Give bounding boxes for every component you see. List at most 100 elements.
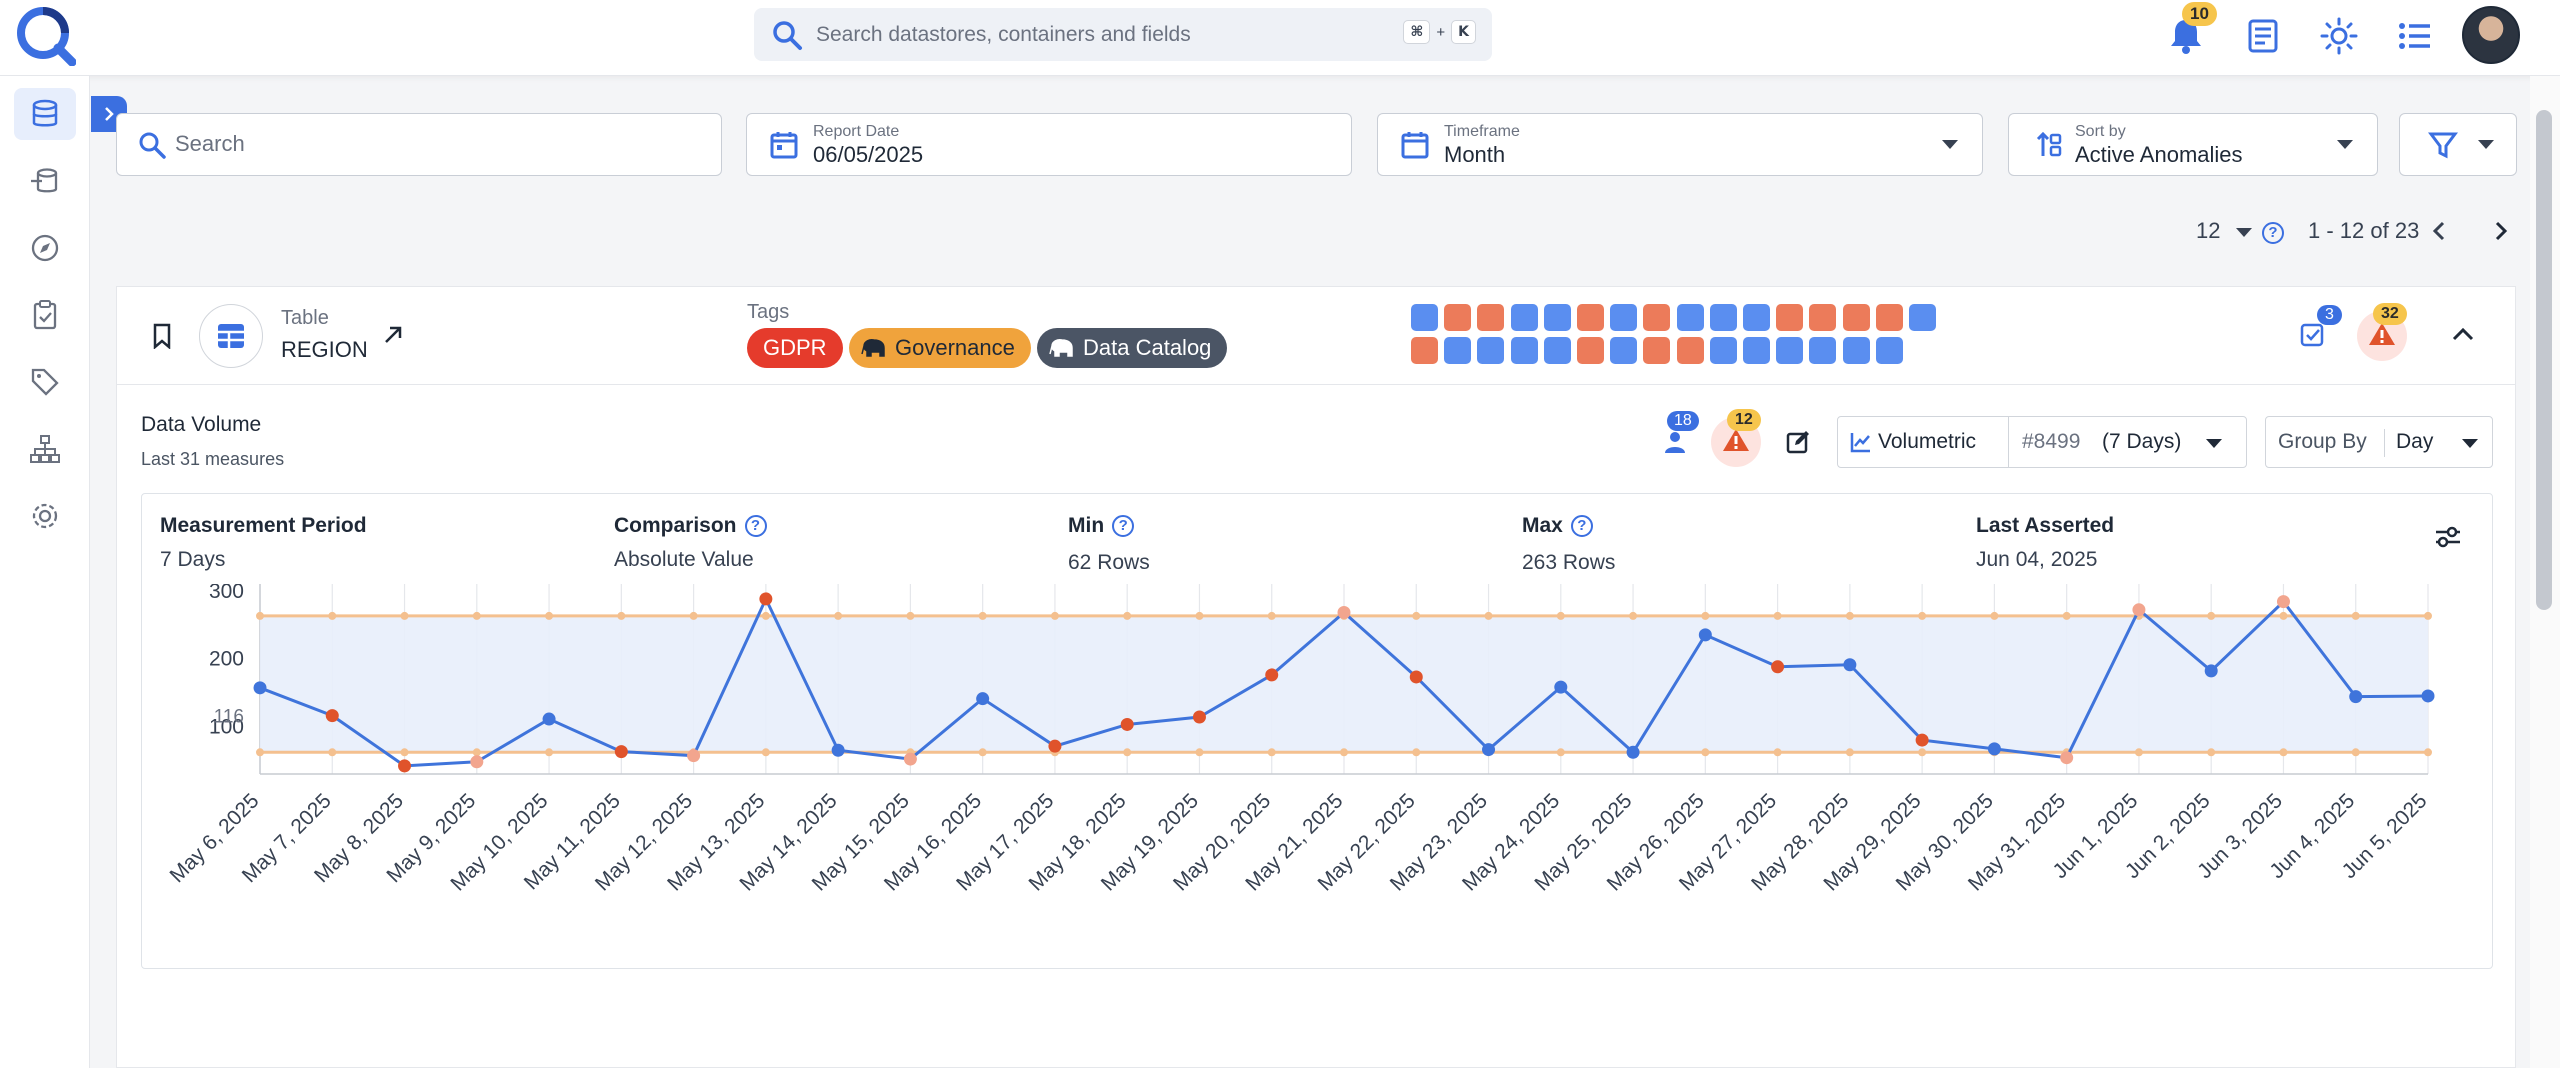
anomaly-point	[1915, 733, 1929, 747]
status-square[interactable]	[1510, 304, 1538, 331]
report-date-field[interactable]: Report Date 06/05/2025	[746, 113, 1352, 176]
min-value: 62 Rows	[1068, 551, 1150, 574]
prev-page-icon[interactable]	[2428, 218, 2452, 244]
status-square[interactable]	[1776, 337, 1804, 364]
bookmark-icon[interactable]	[151, 323, 173, 349]
data-point	[2204, 664, 2218, 678]
status-square[interactable]	[1510, 337, 1538, 364]
bell-icon[interactable]	[2166, 16, 2206, 56]
data-point	[687, 749, 701, 763]
anomaly-point	[1048, 739, 1062, 753]
global-search[interactable]: Search datastores, containers and fields…	[754, 8, 1492, 61]
chart-panel: Measurement Period 7 Days Comparison? Ab…	[141, 493, 2493, 969]
data-point	[2421, 689, 2435, 703]
status-square[interactable]	[1643, 337, 1671, 364]
tag-icon	[31, 368, 59, 396]
upper-threshold-point	[1123, 611, 1132, 620]
sliders-icon[interactable]	[2434, 524, 2462, 550]
status-square[interactable]	[1709, 304, 1737, 331]
open-external-icon[interactable]	[381, 323, 405, 347]
help-icon[interactable]: ?	[1570, 515, 1593, 538]
status-square[interactable]	[1477, 304, 1505, 331]
status-square[interactable]	[1676, 337, 1704, 364]
chevron-up-icon[interactable]	[2449, 323, 2477, 347]
page-size-value[interactable]: 12	[2196, 218, 2221, 243]
group-by-select[interactable]: Group By Day	[2265, 416, 2493, 468]
help-icon[interactable]: ?	[1112, 515, 1135, 538]
help-icon[interactable]: ?	[744, 515, 767, 538]
next-page-icon[interactable]	[2488, 218, 2512, 244]
keyboard-shortcut: ⌘ + K	[1403, 20, 1476, 44]
document-icon[interactable]	[2243, 16, 2283, 56]
status-square[interactable]	[1610, 337, 1638, 364]
divider	[2384, 429, 2385, 457]
timeframe-label: Timeframe	[1444, 123, 1520, 140]
status-square[interactable]	[1444, 304, 1472, 331]
status-square[interactable]	[1577, 304, 1604, 331]
status-square[interactable]	[1743, 337, 1770, 364]
check-id: #8499	[2022, 430, 2081, 453]
status-square[interactable]	[1411, 304, 1438, 331]
sidebar-item-explore[interactable]	[14, 222, 76, 274]
kbd-cmd: ⌘	[1403, 20, 1431, 44]
upper-threshold-point	[472, 611, 481, 620]
status-square[interactable]	[1610, 304, 1638, 331]
database-icon	[32, 99, 58, 127]
help-icon[interactable]: ?	[2262, 222, 2284, 244]
timeframe-select[interactable]: Timeframe Month	[1377, 113, 1983, 176]
scrollbar-thumb[interactable]	[2536, 110, 2552, 610]
edit-icon[interactable]	[1785, 429, 1811, 455]
user-icon[interactable]	[1661, 427, 1689, 455]
data-point	[1554, 680, 1568, 694]
upper-threshold-point	[689, 611, 698, 620]
data-point	[831, 743, 845, 757]
status-square[interactable]	[1909, 304, 1936, 331]
status-square[interactable]	[1411, 337, 1438, 364]
status-square[interactable]	[1842, 337, 1870, 364]
sidebar-item-datastores[interactable]	[14, 88, 76, 140]
avatar[interactable]	[2462, 6, 2520, 64]
status-square[interactable]	[1543, 304, 1571, 331]
calendar-blank-icon	[1401, 132, 1429, 159]
lower-threshold-point	[1918, 748, 1927, 757]
logo-icon[interactable]	[14, 4, 76, 66]
status-square[interactable]	[1577, 337, 1604, 364]
status-square[interactable]	[1875, 304, 1903, 331]
sidebar-item-settings[interactable]	[14, 490, 76, 542]
period-title: Measurement Period	[160, 514, 367, 537]
check-selector[interactable]: Volumetric #8499 (7 Days)	[1837, 416, 2247, 468]
sidebar-item-lineage[interactable]	[14, 423, 76, 475]
list-icon[interactable]	[2395, 16, 2435, 56]
sidebar-item-checks[interactable]	[14, 289, 76, 341]
checklist-icon[interactable]	[2299, 321, 2327, 349]
status-square[interactable]	[1444, 337, 1472, 364]
status-square[interactable]	[1875, 337, 1903, 364]
status-square[interactable]	[1743, 304, 1770, 331]
anomaly-point	[1265, 668, 1279, 682]
page-size-chevron-icon[interactable]	[2236, 228, 2252, 237]
sort-select[interactable]: Sort by Active Anomalies	[2008, 113, 2378, 176]
table-type-badge	[199, 304, 263, 368]
search-filter[interactable]: Search	[116, 113, 722, 176]
sidebar-item-flows[interactable]	[14, 155, 76, 207]
notification-badge: 10	[2182, 2, 2217, 26]
filter-button[interactable]	[2399, 113, 2517, 176]
status-square[interactable]	[1776, 304, 1804, 331]
status-square[interactable]	[1709, 337, 1737, 364]
status-square[interactable]	[1809, 304, 1837, 331]
lower-threshold-point	[1340, 748, 1348, 757]
status-square[interactable]	[1477, 337, 1505, 364]
status-square[interactable]	[1643, 304, 1671, 331]
lower-threshold-point	[1845, 748, 1854, 757]
status-square[interactable]	[1809, 337, 1837, 364]
calendar-icon	[770, 132, 798, 159]
status-square[interactable]	[1842, 304, 1870, 331]
upper-threshold-point	[2207, 611, 2216, 620]
tag-gdpr[interactable]: GDPR	[747, 328, 843, 368]
anomaly-point	[1120, 717, 1134, 731]
theme-icon[interactable]	[2319, 16, 2359, 56]
status-square[interactable]	[1543, 337, 1571, 364]
status-square[interactable]	[1676, 304, 1704, 331]
sidebar-item-tags[interactable]	[14, 356, 76, 408]
container-name[interactable]: REGION	[281, 337, 368, 362]
